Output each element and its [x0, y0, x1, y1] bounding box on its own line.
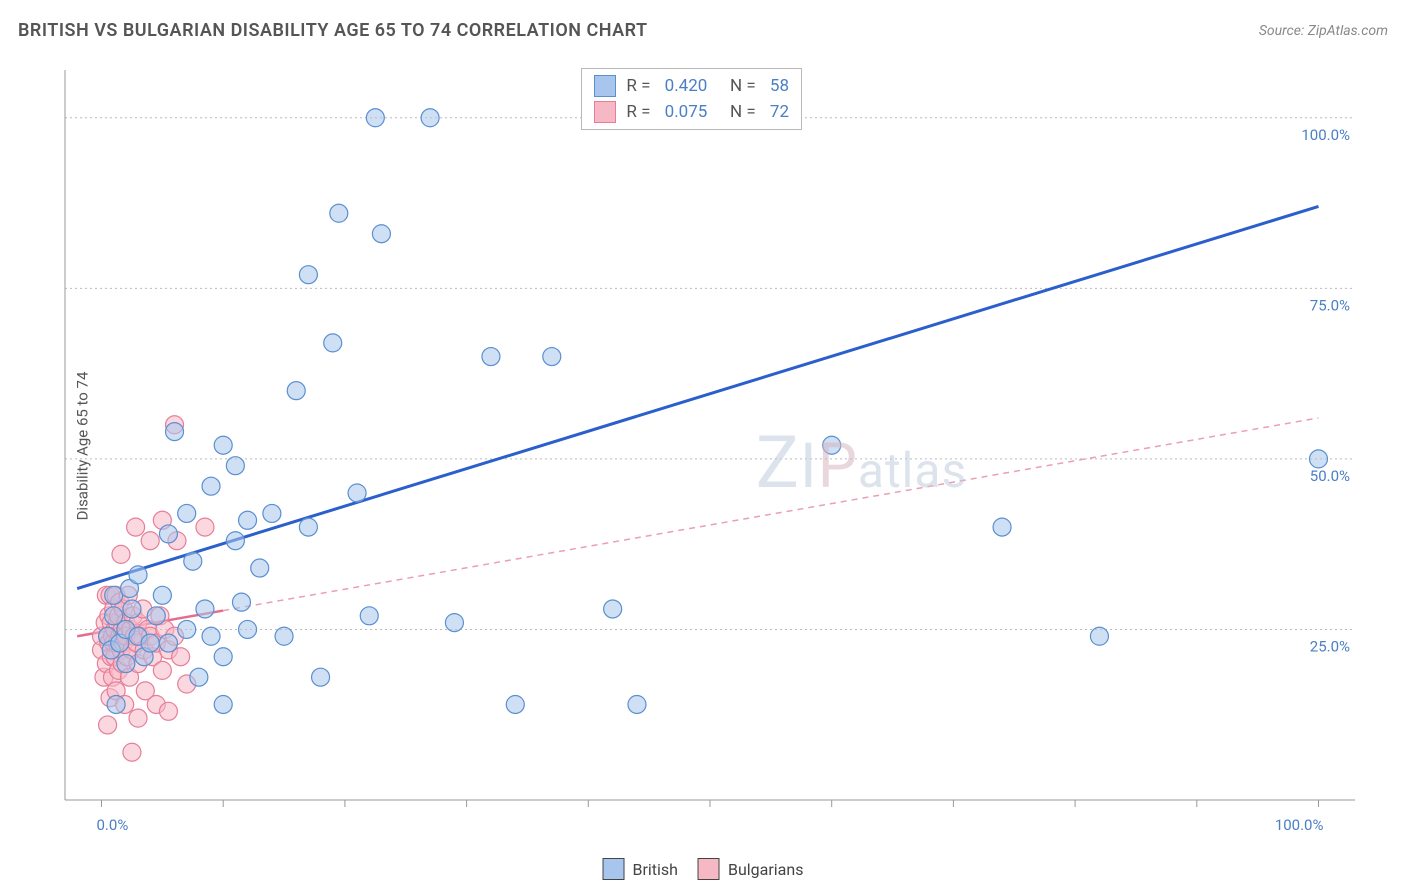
- legend-swatch: [594, 101, 616, 123]
- legend-swatch: [603, 858, 625, 880]
- point-british: [123, 600, 141, 618]
- point-british: [360, 607, 378, 625]
- point-british: [543, 348, 561, 366]
- point-british: [993, 518, 1011, 536]
- point-british: [251, 559, 269, 577]
- stats-r-value: 0.420: [665, 76, 708, 96]
- y-tick-label: 75.0%: [1310, 296, 1350, 314]
- point-british: [214, 648, 232, 666]
- point-british: [178, 504, 196, 522]
- point-british: [421, 109, 439, 127]
- point-british: [153, 586, 171, 604]
- point-british: [159, 634, 177, 652]
- stats-legend-box: R = 0.420 N = 58R = 0.075 N = 72: [581, 68, 802, 130]
- point-british: [372, 225, 390, 243]
- point-british: [166, 423, 184, 441]
- legend-swatch: [594, 75, 616, 97]
- point-british: [147, 607, 165, 625]
- point-british: [348, 484, 366, 502]
- point-british: [239, 511, 257, 529]
- point-british: [312, 668, 330, 686]
- point-bulgarians: [112, 545, 130, 563]
- point-bulgarians: [159, 702, 177, 720]
- point-british: [1309, 450, 1327, 468]
- legend-label: British: [633, 860, 678, 879]
- legend-item: Bulgarians: [698, 858, 803, 880]
- point-british: [107, 695, 125, 713]
- point-british: [214, 695, 232, 713]
- point-british: [366, 109, 384, 127]
- plot-container: 25.0%50.0%75.0%100.0%0.0%100.0% ZIPatlas…: [45, 60, 1386, 842]
- point-bulgarians: [99, 716, 117, 734]
- legend-label: Bulgarians: [728, 860, 803, 879]
- point-british: [275, 627, 293, 645]
- point-british: [117, 655, 135, 673]
- bottom-legend: British Bulgarians: [603, 858, 804, 880]
- point-bulgarians: [153, 661, 171, 679]
- point-british: [1090, 627, 1108, 645]
- trendline-bulgarians-extrapolated: [223, 418, 1318, 611]
- stats-n-label: N =: [717, 102, 760, 122]
- point-british: [299, 266, 317, 284]
- stats-n-label: N =: [717, 76, 760, 96]
- point-british: [330, 204, 348, 222]
- point-british: [226, 457, 244, 475]
- stats-r-label: R =: [626, 76, 654, 96]
- chart-title: BRITISH VS BULGARIAN DISABILITY AGE 65 T…: [18, 20, 648, 41]
- stats-r-value: 0.075: [665, 102, 708, 122]
- point-british: [604, 600, 622, 618]
- point-british: [202, 627, 220, 645]
- point-british: [445, 614, 463, 632]
- point-british: [129, 566, 147, 584]
- point-british: [823, 436, 841, 454]
- legend-item: British: [603, 858, 678, 880]
- point-british: [141, 634, 159, 652]
- point-british: [184, 552, 202, 570]
- point-bulgarians: [129, 709, 147, 727]
- scatter-plot-svg: 25.0% 50.0% 75.0% 100.0% 0.0% 100.0%: [45, 60, 1386, 842]
- stats-row: R = 0.075 N = 72: [582, 99, 801, 125]
- stats-row: R = 0.420 N = 58: [582, 73, 801, 99]
- point-bulgarians: [141, 532, 159, 550]
- point-british: [628, 695, 646, 713]
- y-tick-label: 50.0%: [1310, 467, 1350, 485]
- point-british: [226, 532, 244, 550]
- trendline-british: [77, 206, 1318, 588]
- point-bulgarians: [127, 518, 145, 536]
- point-british: [324, 334, 342, 352]
- legend-swatch: [698, 858, 720, 880]
- x-tick-label: 0.0%: [97, 816, 129, 834]
- point-british: [159, 525, 177, 543]
- stats-n-value: 58: [770, 76, 789, 96]
- point-british: [506, 695, 524, 713]
- point-bulgarians: [123, 743, 141, 761]
- point-british: [232, 593, 250, 611]
- point-british: [482, 348, 500, 366]
- x-tick-label: 100.0%: [1275, 816, 1324, 834]
- point-british: [196, 600, 214, 618]
- source-attribution: Source: ZipAtlas.com: [1259, 23, 1388, 39]
- point-british: [287, 382, 305, 400]
- point-bulgarians: [196, 518, 214, 536]
- point-british: [214, 436, 232, 454]
- point-british: [178, 620, 196, 638]
- point-british: [202, 477, 220, 495]
- y-tick-label: 100.0%: [1301, 126, 1350, 144]
- point-british: [263, 504, 281, 522]
- y-tick-label: 25.0%: [1310, 637, 1350, 655]
- point-british: [299, 518, 317, 536]
- point-british: [190, 668, 208, 686]
- point-british: [239, 620, 257, 638]
- stats-n-value: 72: [770, 102, 789, 122]
- stats-r-label: R =: [626, 102, 654, 122]
